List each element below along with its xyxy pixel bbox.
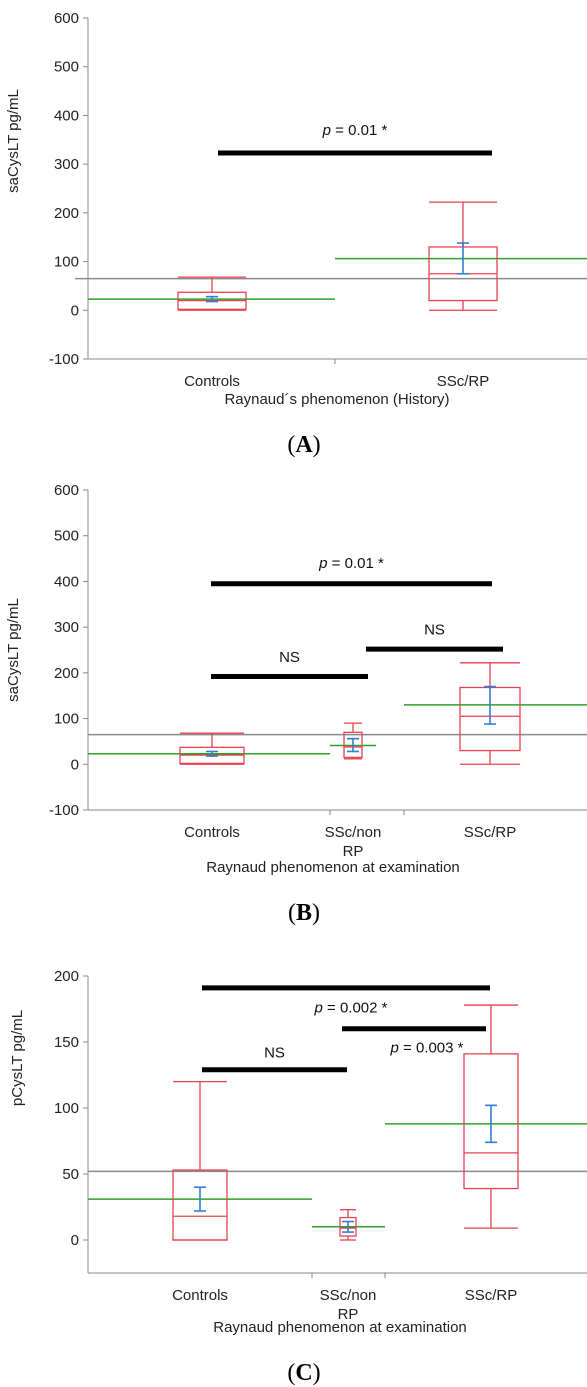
significance-label: p = 0.002 * [314,1000,388,1017]
x-tick-label: Controls [172,1287,228,1304]
panel-c: pCysLT pg/mL Raynaud phenomenon at exami… [9,968,587,1386]
y-axis-label: saCysLT pg/mL [5,598,22,702]
box-group [335,201,587,311]
box-group [330,722,376,760]
y-tick-label: 200 [54,205,79,222]
x-tick-label: Controls [184,824,240,841]
significance-label: p = 0.01 * [318,555,384,572]
y-axis-label: saCysLT pg/mL [5,89,22,193]
box [343,731,363,759]
y-tick-label: 100 [54,711,79,728]
y-tick-label: 50 [62,1166,79,1183]
y-tick-label: 0 [71,302,79,319]
x-tick-label: RP [343,843,364,860]
box [172,1169,228,1241]
panel-b: saCysLT pg/mL Raynaud phenomenon at exam… [5,482,587,926]
box-group [404,662,587,765]
panel-a: saCysLT pg/mL Raynaud´s phenomenon (Hist… [5,10,587,458]
y-tick-label: 500 [54,528,79,545]
panel-letter: B [296,900,312,926]
x-tick-label: SSc/RP [465,1287,518,1304]
y-tick-label: 100 [54,254,79,271]
y-tick-label: -100 [49,351,79,368]
box-group [88,732,330,765]
x-tick-label: SSc/non [320,1287,377,1304]
panel-letter: C [295,1360,312,1386]
y-tick-label: 600 [54,482,79,499]
y-tick-label: 200 [54,665,79,682]
x-tick-label: RP [338,1306,359,1323]
x-tick-label: SSc/non [325,824,382,841]
significance-label: NS [279,649,300,666]
panel-label-a: (A) [287,432,320,458]
significance-label: p = 0.01 * [322,122,388,139]
y-axis-label: pCysLT pg/mL [9,1010,26,1106]
box [463,1053,519,1190]
y-tick-label: 400 [54,107,79,124]
x-axis-label: Raynaud phenomenon at examination [213,1319,467,1336]
x-axis-label: Raynaud phenomenon at examination [206,859,460,876]
panel-letter: A [295,432,313,458]
y-tick-label: 300 [54,619,79,636]
panel-label-c: (C) [287,1360,320,1386]
y-tick-label: -100 [49,802,79,819]
y-tick-label: 100 [54,1100,79,1117]
y-tick-label: 300 [54,156,79,173]
x-axis-label: Raynaud´s phenomenon (History) [224,391,449,408]
box-group [88,1080,312,1241]
y-tick-label: 600 [54,10,79,27]
x-tick-label: SSc/RP [437,373,490,390]
y-tick-label: 200 [54,968,79,985]
box-group [312,1208,385,1241]
significance-label: NS [424,621,445,638]
x-tick-label: Controls [184,373,240,390]
box-group [88,276,335,311]
significance-label: NS [264,1045,285,1062]
box-group [385,1004,587,1229]
y-tick-label: 500 [54,59,79,76]
box [339,1216,357,1237]
x-tick-label: SSc/RP [464,824,517,841]
y-tick-label: 0 [71,1232,79,1249]
y-tick-label: 0 [71,756,79,773]
y-tick-label: 400 [54,573,79,590]
significance-label: p = 0.003 * [390,1039,464,1056]
panel-label-b: (B) [288,900,320,926]
y-tick-label: 150 [54,1034,79,1051]
